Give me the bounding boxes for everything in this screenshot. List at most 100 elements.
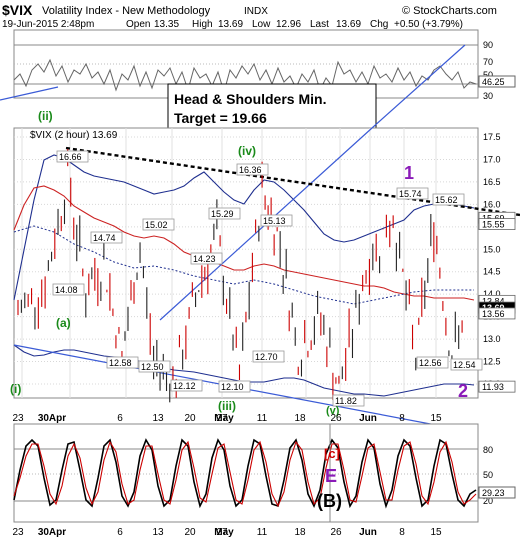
bottom-tick-80: 80 [483, 445, 493, 455]
peak-label-box [450, 358, 483, 371]
x-axis-label-bottom: 20 [184, 527, 196, 538]
peak-label-box [208, 207, 241, 220]
peak-label-box [138, 360, 171, 373]
peak-label: 15.62 [435, 195, 458, 205]
annotation-box [167, 83, 377, 131]
x-axis-label-bottom: 11 [257, 527, 268, 538]
header-high-label: High [192, 19, 213, 30]
peak-label: 12.56 [419, 358, 442, 368]
price-tick-label: 13.0 [483, 334, 501, 344]
x-axis-label: 6 [117, 413, 123, 424]
price-tick-label: 17.5 [483, 132, 501, 142]
x-axis-label: 26 [330, 413, 342, 424]
peak-label: 15.74 [399, 189, 422, 199]
chart-name: Volatility Index - New Methodology [42, 5, 211, 17]
top-value-badge: 46.25 [482, 77, 505, 87]
bottom-tick-50: 50 [483, 470, 493, 480]
header-low: 12.96 [276, 19, 301, 30]
bottom-value-badge: 29.23 [482, 488, 505, 498]
peak-label: 12.12 [173, 381, 196, 391]
peak-label: 12.50 [141, 362, 164, 372]
value-badge: 13.56 [482, 309, 505, 319]
stochastic-d [13, 440, 477, 508]
wave-label: 2 [458, 381, 468, 401]
top-panel-trendline [371, 44, 466, 129]
top-tick-30: 30 [483, 91, 493, 101]
wave-label: (iv) [238, 144, 256, 158]
top-tick-90: 90 [483, 40, 493, 50]
price-tick-label: 15.0 [483, 244, 501, 254]
price-tick-label: 16.0 [483, 199, 501, 209]
price-tick-label: 12.5 [483, 357, 501, 367]
value-badge: 15.55 [482, 220, 505, 230]
peak-label: 16.36 [239, 165, 262, 175]
peak-label-box [332, 394, 365, 407]
peak-label-box [106, 356, 139, 369]
wave-label: (iii) [218, 399, 236, 413]
header-chg: +0.50 (+3.79%) [394, 19, 463, 30]
x-axis-label: 8 [399, 413, 405, 424]
x-axis-label-bottom: 18 [294, 527, 306, 538]
peak-label-box [396, 187, 429, 200]
x-axis-label: 18 [294, 413, 306, 424]
x-axis-label-bottom: 6 [117, 527, 123, 538]
peak-label: 15.29 [211, 209, 234, 219]
wave-label: (i) [10, 382, 21, 396]
top-tick-50: 50 [483, 70, 493, 80]
value-badge: 13.84 [482, 296, 505, 306]
x-axis-label: 15 [430, 413, 442, 424]
peak-label-box [432, 193, 465, 206]
header-date: 19-Jun-2015 2:48pm [2, 19, 94, 30]
peak-label-box [416, 356, 449, 369]
x-axis-label: Jun [359, 413, 377, 424]
x-axis-label-bottom: 13 [152, 527, 164, 538]
x-axis-label: 13 [152, 413, 164, 424]
upper-band [13, 154, 475, 301]
peak-label-box [236, 163, 269, 176]
wave-label: (v) [326, 405, 340, 417]
bottom-tick-20: 20 [483, 496, 493, 506]
x-axis-label-bottom: May [214, 527, 234, 538]
header-last: 13.69 [336, 19, 361, 30]
peak-label-box [218, 380, 251, 393]
peak-label: 11.82 [335, 396, 357, 406]
stochastic-k [13, 438, 477, 509]
peak-label: 12.54 [453, 360, 476, 370]
peak-label-box [190, 252, 223, 265]
bottom-label-b: (B) [317, 491, 342, 511]
peak-label-box [260, 214, 293, 227]
peak-label: 15.13 [263, 216, 286, 226]
peak-label: 12.58 [109, 358, 132, 368]
x-axis-label: May [214, 413, 234, 424]
wave-label: 1 [404, 163, 414, 183]
price-tick-label: 14.0 [483, 289, 501, 299]
x-axis-label-bottom: 30Apr [38, 527, 66, 538]
price-tick-label: 14.5 [483, 267, 501, 277]
annotation-line1: Head & Shoulders Min. [174, 91, 326, 107]
wave-label: (ii) [38, 109, 53, 123]
x-axis-label: 27 [216, 413, 228, 424]
peak-label-box [56, 150, 89, 163]
x-axis-label: 20 [184, 413, 196, 424]
top-tick-70: 70 [483, 57, 493, 67]
value-badge: 11.93 [482, 382, 504, 392]
wave-label: (a) [56, 316, 71, 330]
x-axis-label-bottom: 26 [330, 527, 342, 538]
x-axis-label: 23 [12, 413, 24, 424]
bottom-label-e: E [325, 466, 337, 486]
main-legend: $VIX (2 hour) 13.69 [30, 130, 118, 141]
header-open: 13.35 [154, 19, 179, 30]
x-axis-label: 11 [257, 413, 268, 424]
peak-label: 14.08 [55, 285, 78, 295]
peak-label: 12.10 [221, 382, 244, 392]
wave-labels: (ii) (a) (i) (iv) (iii) (v) 1 2 [10, 109, 468, 417]
peak-label-box [52, 283, 85, 296]
annotation-line2: Target = 19.66 [174, 110, 267, 126]
header-open-label: Open [126, 19, 150, 30]
peak-label: 15.02 [145, 220, 168, 230]
price-tick-label: 16.5 [483, 177, 501, 187]
